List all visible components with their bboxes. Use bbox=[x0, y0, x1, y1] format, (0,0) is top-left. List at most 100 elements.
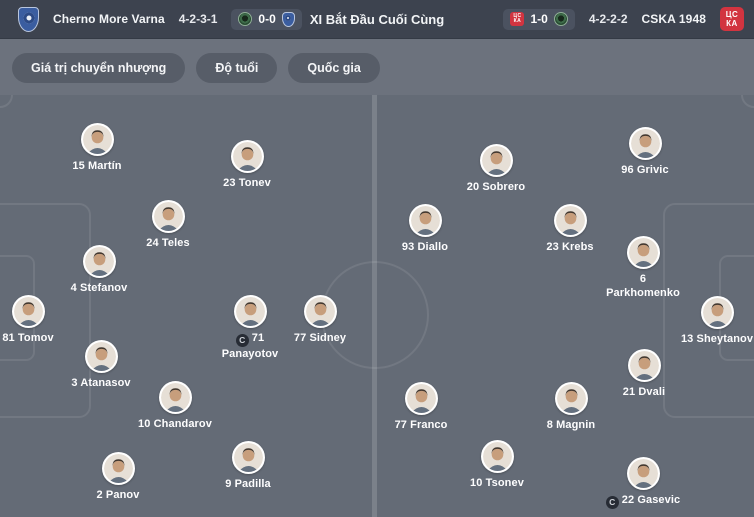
player-home-chandarov[interactable]: 10 Chandarov bbox=[120, 380, 230, 431]
filter-row: Giá trị chuyển nhượng Độ tuổi Quốc gia bbox=[0, 40, 754, 95]
player-avatar bbox=[700, 295, 734, 329]
player-number: 22 bbox=[621, 493, 635, 506]
penalty-box-right bbox=[663, 203, 754, 418]
player-number: 23 bbox=[546, 240, 559, 253]
player-home-teles[interactable]: 24 Teles bbox=[113, 199, 223, 250]
player-home-tonev[interactable]: 23 Tonev bbox=[192, 139, 302, 190]
player-label: 20 Sobrero bbox=[441, 180, 551, 194]
filter-nationality-button[interactable]: Quốc gia bbox=[288, 52, 380, 83]
player-number: 9 bbox=[225, 477, 232, 490]
player-photo-icon bbox=[160, 382, 190, 412]
player-number: 96 bbox=[621, 163, 634, 176]
player-photo-icon bbox=[232, 141, 262, 171]
player-number: 20 bbox=[466, 180, 480, 193]
filter-age-button[interactable]: Độ tuổi bbox=[196, 52, 278, 83]
player-photo-icon bbox=[556, 383, 586, 413]
player-name: Panayotov bbox=[221, 347, 279, 360]
opponent2-mini-logo-icon bbox=[553, 12, 568, 26]
player-avatar bbox=[628, 126, 662, 160]
player-name: Padilla bbox=[234, 477, 271, 490]
football-pitch: 15 Martín 23 Tonev 24 Teles 4 Stefanov 81 To… bbox=[0, 95, 754, 517]
player-avatar bbox=[80, 122, 114, 156]
player-away-grivic[interactable]: 96 Grivic bbox=[590, 126, 700, 177]
player-away-sobrero[interactable]: 20 Sobrero bbox=[441, 143, 551, 194]
player-number: 3 bbox=[71, 376, 78, 389]
away-team-logo-icon[interactable]: ЦС КА bbox=[720, 7, 744, 31]
player-away-parkhomenko[interactable]: 6 Parkhomenko bbox=[588, 235, 698, 300]
player-away-gasevic[interactable]: C 22 Gasevic bbox=[588, 456, 698, 509]
player-avatar bbox=[158, 380, 192, 414]
player-home-panov[interactable]: 2 Panov bbox=[63, 451, 173, 502]
section-title: XI Bắt Đầu Cuối Cùng bbox=[309, 11, 445, 27]
home-team-header: Cherno More Varna 4-2-3-1 0-0 bbox=[18, 6, 302, 32]
player-home-padilla[interactable]: 9 Padilla bbox=[193, 440, 303, 491]
player-avatar bbox=[231, 440, 265, 474]
home-last-match-score: 0-0 bbox=[258, 12, 276, 26]
player-name: Martín bbox=[87, 159, 122, 172]
player-name: Magnin bbox=[556, 418, 596, 431]
player-label: 24 Teles bbox=[113, 236, 223, 250]
player-home-panayotov[interactable]: C 71 Panayotov bbox=[195, 294, 305, 361]
captain-badge-icon: C bbox=[605, 495, 619, 509]
player-away-dvali[interactable]: 21 Dvali bbox=[589, 348, 699, 399]
player-avatar bbox=[84, 339, 118, 373]
player-avatar bbox=[627, 348, 661, 382]
player-avatar bbox=[230, 139, 264, 173]
player-photo-icon bbox=[702, 297, 732, 327]
player-name: Krebs bbox=[561, 240, 594, 253]
player-away-tsonev[interactable]: 10 Tsonev bbox=[442, 439, 552, 490]
filter-transfer-value-button[interactable]: Giá trị chuyển nhượng bbox=[12, 52, 186, 83]
player-home-tomov[interactable]: 81 Tomov bbox=[0, 294, 83, 345]
player-avatar bbox=[479, 143, 513, 177]
away-formation: 4-2-2-2 bbox=[588, 12, 628, 26]
player-name: Panov bbox=[105, 488, 140, 501]
away-logo-text2: КА bbox=[726, 19, 738, 28]
player-away-magnin[interactable]: 8 Magnin bbox=[516, 381, 626, 432]
away-mini-logo-icon: ЦС КА bbox=[510, 12, 525, 26]
player-label: 9 Padilla bbox=[193, 477, 303, 491]
away-logo-text1: ЦС bbox=[725, 10, 739, 19]
player-photo-icon bbox=[153, 201, 183, 231]
player-name: Sidney bbox=[309, 331, 347, 344]
player-name: Dvali bbox=[638, 385, 666, 398]
home-team-name[interactable]: Cherno More Varna bbox=[53, 12, 165, 26]
player-photo-icon bbox=[406, 383, 436, 413]
player-photo-icon bbox=[86, 341, 116, 371]
player-label: 8 Magnin bbox=[516, 418, 626, 432]
player-away-franco[interactable]: 77 Franco bbox=[366, 381, 476, 432]
player-number: 77 bbox=[394, 418, 407, 431]
player-photo-icon bbox=[82, 124, 112, 154]
player-photo-icon bbox=[629, 350, 659, 380]
player-name: Stefanov bbox=[80, 281, 128, 294]
player-avatar bbox=[101, 451, 135, 485]
player-name: Tomov bbox=[17, 331, 54, 344]
player-home-martin[interactable]: 15 Martín bbox=[42, 122, 152, 173]
player-away-sheytanov[interactable]: 13 Sheytanov bbox=[662, 295, 754, 346]
player-name: Teles bbox=[161, 236, 190, 249]
away-team-name[interactable]: CSKA 1948 bbox=[641, 12, 706, 26]
player-label: 2 Panov bbox=[63, 488, 173, 502]
away-team-header: ЦС КА 1-0 4-2-2-2 CSKA 1948 ЦС КА bbox=[503, 7, 744, 31]
player-label: 4 Stefanov bbox=[44, 281, 154, 295]
home-formation: 4-2-3-1 bbox=[178, 12, 218, 26]
player-home-stefanov[interactable]: 4 Stefanov bbox=[44, 244, 154, 295]
player-avatar bbox=[553, 203, 587, 237]
player-number: 13 bbox=[680, 332, 694, 345]
corner-arc-top-right bbox=[741, 95, 754, 108]
player-label: 96 Grivic bbox=[590, 163, 700, 177]
player-photo-icon bbox=[630, 128, 660, 158]
player-photo-icon bbox=[410, 205, 440, 235]
player-away-krebs[interactable]: 23 Krebs bbox=[515, 203, 625, 254]
player-number: 77 bbox=[293, 331, 307, 344]
player-away-diallo[interactable]: 93 Diallo bbox=[370, 203, 480, 254]
player-home-atanasov[interactable]: 3 Atanasov bbox=[46, 339, 156, 390]
player-photo-icon bbox=[13, 296, 43, 326]
player-photo-icon bbox=[235, 296, 265, 326]
player-avatar bbox=[554, 381, 588, 415]
player-number: 15 bbox=[72, 159, 85, 172]
player-avatar bbox=[303, 294, 337, 328]
player-avatar bbox=[11, 294, 45, 328]
player-home-sidney[interactable]: 77 Sidney bbox=[265, 294, 375, 345]
home-team-logo-icon[interactable] bbox=[18, 6, 39, 32]
